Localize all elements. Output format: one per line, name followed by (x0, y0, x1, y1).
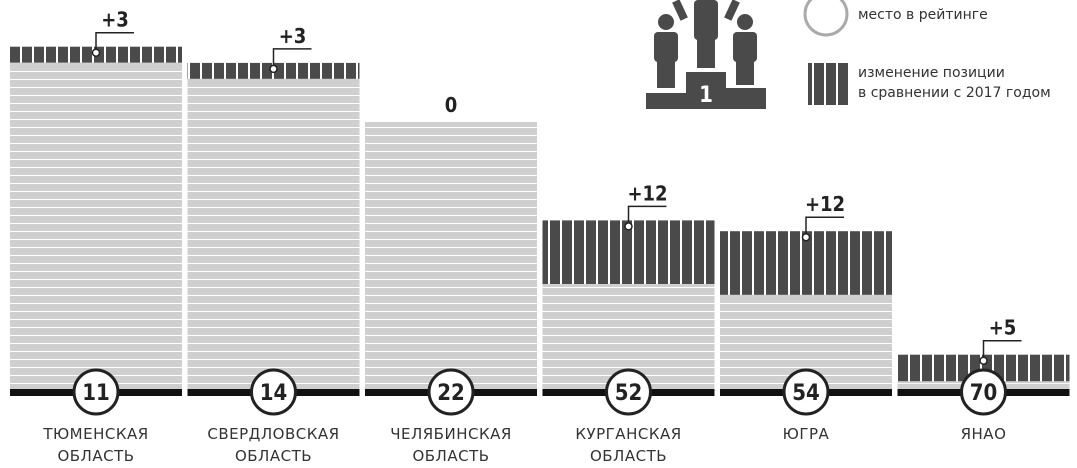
change-label: +5 (989, 316, 1017, 340)
legend-swatch (808, 63, 848, 105)
leader (272, 48, 312, 69)
leader-dot (801, 232, 811, 242)
leader-dot (624, 222, 633, 231)
rank-label: 70 (970, 381, 998, 406)
rank-circle (960, 368, 1007, 416)
leader (627, 205, 667, 227)
bar-rank (365, 122, 537, 392)
change-label: 0 (445, 93, 458, 117)
leader-dot (979, 356, 988, 365)
legend-label: изменение позиции в сравнении с 2017 год… (858, 65, 1051, 101)
leader (805, 216, 844, 238)
category-label: ЮГРА (782, 425, 830, 443)
rank-circle (250, 368, 297, 416)
bar-change (720, 231, 892, 295)
change-label: +12 (627, 181, 667, 205)
change-label: +3 (101, 8, 129, 32)
bar-top-line (187, 78, 360, 81)
leader-dot (269, 64, 278, 74)
leader (95, 31, 134, 53)
bar-change (542, 220, 715, 284)
rank-label: 14 (260, 381, 288, 406)
rank-circle (72, 368, 120, 416)
leader-dot (91, 48, 101, 57)
change-label: +3 (279, 24, 307, 48)
legend-circle (803, 0, 849, 37)
bar-top-line (365, 122, 537, 124)
rank-label: 22 (437, 381, 465, 406)
change-label: +12 (805, 192, 845, 216)
podium-label: 1 (699, 83, 713, 108)
bar-top-line (720, 294, 892, 297)
category-label: КУРГАНСКАЯ ОБЛАСТЬ (575, 425, 682, 465)
podium-icon: 1 (646, 0, 766, 109)
rank-circle (427, 368, 475, 416)
rank-circle (782, 368, 830, 416)
rank-label: 11 (82, 381, 110, 406)
bar-rank (10, 62, 182, 392)
rank-circle (605, 368, 652, 416)
rank-label: 54 (792, 381, 820, 406)
legend-label: место в рейтинге (858, 7, 988, 23)
leader (982, 339, 1022, 361)
category-label: ЧЕЛЯБИНСКАЯ ОБЛАСТЬ (390, 425, 512, 465)
rank-label: 52 (615, 381, 643, 406)
bar-top-line (10, 62, 182, 65)
category-label: СВЕРДЛОВСКАЯ ОБЛАСТЬ (207, 425, 340, 465)
bar-top-line (542, 284, 715, 286)
bar-rank (187, 78, 360, 393)
category-label: ЯНАО (960, 425, 1007, 443)
category-label: ТЮМЕНСКАЯ ОБЛАСТЬ (43, 425, 149, 465)
